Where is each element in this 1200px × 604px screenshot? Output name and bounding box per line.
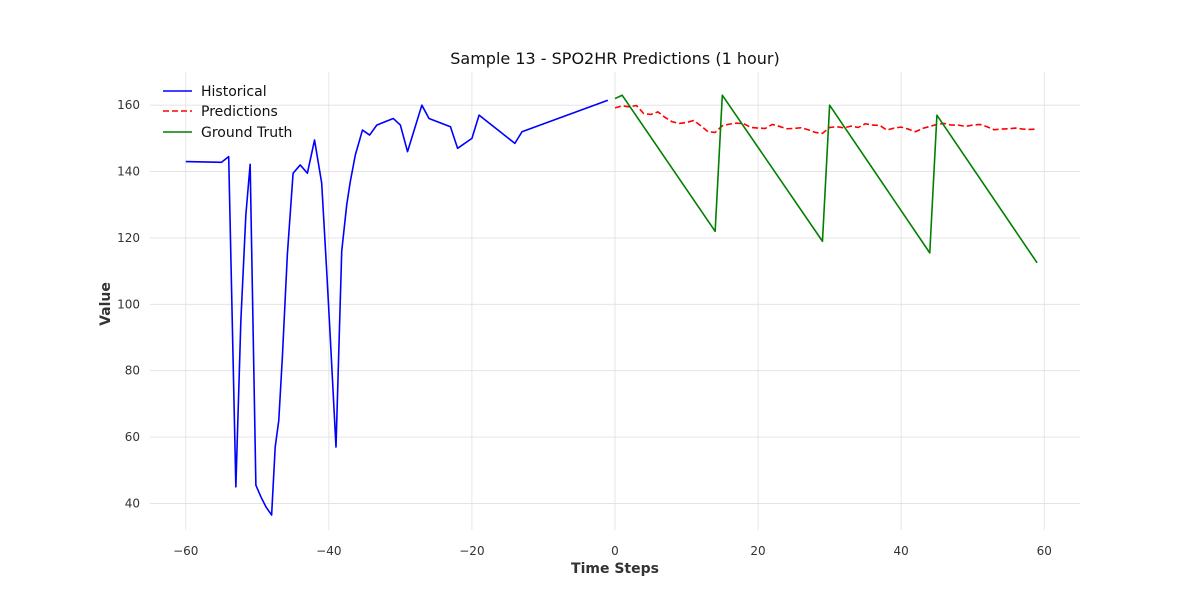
legend-label-predictions: Predictions bbox=[201, 104, 278, 120]
x-tick-label: 0 bbox=[611, 544, 619, 558]
x-tick-label: 40 bbox=[894, 544, 909, 558]
y-tick-label: 80 bbox=[125, 364, 140, 378]
y-tick-label: 100 bbox=[117, 297, 140, 311]
series-line-predictions bbox=[614, 104, 1038, 135]
x-tick-label: −40 bbox=[316, 544, 341, 558]
grid bbox=[150, 72, 1080, 530]
y-axis-title: Value bbox=[98, 282, 114, 326]
plot-series bbox=[185, 94, 1038, 516]
legend-item-ground-truth: Ground Truth bbox=[163, 125, 292, 141]
tick-labels: −60 −40 −20 0 20 40 60 40 60 80 100 120 140 160 bbox=[117, 98, 1052, 558]
y-tick-label: 40 bbox=[125, 496, 140, 510]
y-tick-label: 60 bbox=[125, 430, 140, 444]
legend-label-historical: Historical bbox=[201, 84, 267, 100]
chart-title: Sample 13 - SPO2HR Predictions (1 hour) bbox=[450, 49, 780, 68]
legend: Historical Predictions Ground Truth bbox=[163, 84, 292, 141]
series-line-ground-truth bbox=[614, 94, 1038, 264]
legend-label-ground-truth: Ground Truth bbox=[201, 125, 292, 141]
y-tick-label: 160 bbox=[117, 98, 140, 112]
series-line-historical bbox=[185, 99, 609, 516]
y-tick-label: 120 bbox=[117, 231, 140, 245]
x-tick-label: 60 bbox=[1037, 544, 1052, 558]
x-tick-label: −60 bbox=[173, 544, 198, 558]
legend-item-historical: Historical bbox=[163, 84, 267, 100]
x-tick-label: −20 bbox=[459, 544, 484, 558]
legend-item-predictions: Predictions bbox=[163, 104, 278, 120]
x-axis-title: Time Steps bbox=[571, 561, 659, 577]
y-tick-label: 140 bbox=[117, 165, 140, 179]
x-tick-label: 20 bbox=[750, 544, 765, 558]
